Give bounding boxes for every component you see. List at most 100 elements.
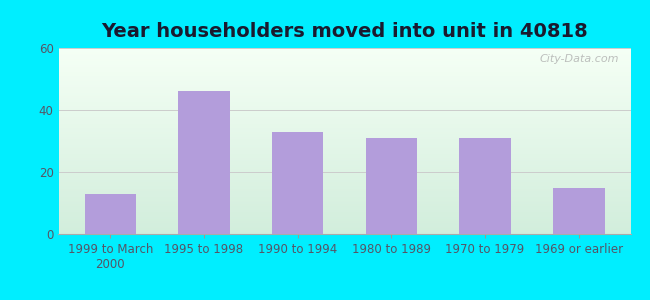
- Bar: [58, 214, 630, 215]
- Bar: [58, 182, 630, 184]
- Bar: [58, 82, 630, 83]
- Bar: [178, 92, 229, 234]
- Bar: [58, 76, 630, 78]
- Bar: [58, 176, 630, 178]
- Bar: [58, 202, 630, 204]
- Bar: [58, 200, 630, 202]
- Bar: [58, 230, 630, 232]
- Bar: [58, 124, 630, 126]
- Bar: [58, 212, 630, 214]
- Bar: [58, 232, 630, 234]
- Bar: [58, 186, 630, 188]
- Bar: [58, 54, 630, 56]
- Bar: [58, 52, 630, 54]
- Bar: [365, 138, 417, 234]
- Bar: [58, 171, 630, 172]
- Bar: [58, 208, 630, 210]
- Bar: [58, 150, 630, 152]
- Bar: [58, 126, 630, 128]
- Bar: [58, 93, 630, 94]
- Bar: [58, 175, 630, 176]
- Bar: [58, 94, 630, 96]
- Bar: [58, 219, 630, 221]
- Bar: [58, 70, 630, 72]
- Bar: [58, 113, 630, 115]
- Bar: [58, 48, 630, 50]
- Bar: [58, 228, 630, 230]
- Bar: [553, 188, 604, 234]
- Bar: [58, 78, 630, 80]
- Bar: [58, 152, 630, 154]
- Bar: [58, 184, 630, 186]
- Bar: [58, 85, 630, 87]
- Bar: [58, 139, 630, 141]
- Bar: [58, 102, 630, 104]
- Bar: [58, 215, 630, 217]
- Bar: [58, 96, 630, 98]
- Bar: [58, 72, 630, 74]
- Bar: [58, 110, 630, 111]
- Bar: [58, 59, 630, 61]
- Bar: [58, 56, 630, 57]
- Bar: [58, 199, 630, 200]
- Bar: [58, 147, 630, 148]
- Bar: [58, 148, 630, 150]
- Bar: [58, 223, 630, 225]
- Bar: [58, 188, 630, 189]
- Bar: [58, 115, 630, 117]
- Bar: [58, 61, 630, 63]
- Bar: [58, 210, 630, 212]
- Bar: [58, 178, 630, 180]
- Bar: [58, 197, 630, 199]
- Bar: [58, 80, 630, 82]
- Bar: [58, 91, 630, 93]
- Bar: [58, 68, 630, 70]
- Bar: [58, 128, 630, 130]
- Bar: [58, 221, 630, 223]
- Bar: [58, 154, 630, 156]
- Bar: [58, 163, 630, 165]
- Bar: [84, 194, 136, 234]
- Bar: [58, 106, 630, 107]
- Bar: [58, 145, 630, 147]
- Bar: [58, 191, 630, 193]
- Title: Year householders moved into unit in 40818: Year householders moved into unit in 408…: [101, 22, 588, 41]
- Bar: [58, 225, 630, 226]
- Bar: [58, 87, 630, 89]
- Bar: [58, 189, 630, 191]
- Bar: [58, 172, 630, 175]
- Bar: [58, 143, 630, 145]
- Bar: [58, 117, 630, 119]
- Bar: [58, 158, 630, 160]
- Bar: [58, 134, 630, 135]
- Bar: [58, 167, 630, 169]
- Bar: [58, 226, 630, 228]
- Bar: [58, 130, 630, 132]
- Text: City-Data.com: City-Data.com: [540, 54, 619, 64]
- Bar: [58, 161, 630, 163]
- Bar: [58, 137, 630, 139]
- Bar: [58, 89, 630, 91]
- Bar: [58, 57, 630, 59]
- Bar: [58, 180, 630, 182]
- Bar: [58, 156, 630, 158]
- Bar: [58, 195, 630, 197]
- Bar: [58, 132, 630, 134]
- Bar: [58, 50, 630, 52]
- Bar: [58, 217, 630, 219]
- Bar: [460, 138, 511, 234]
- Bar: [58, 160, 630, 161]
- Bar: [58, 104, 630, 106]
- Bar: [58, 206, 630, 208]
- Bar: [58, 119, 630, 121]
- Bar: [58, 122, 630, 124]
- Bar: [58, 204, 630, 206]
- Bar: [272, 132, 324, 234]
- Bar: [58, 141, 630, 143]
- Bar: [58, 121, 630, 122]
- Bar: [58, 165, 630, 167]
- Bar: [58, 135, 630, 137]
- Bar: [58, 74, 630, 76]
- Bar: [58, 98, 630, 100]
- Bar: [58, 169, 630, 171]
